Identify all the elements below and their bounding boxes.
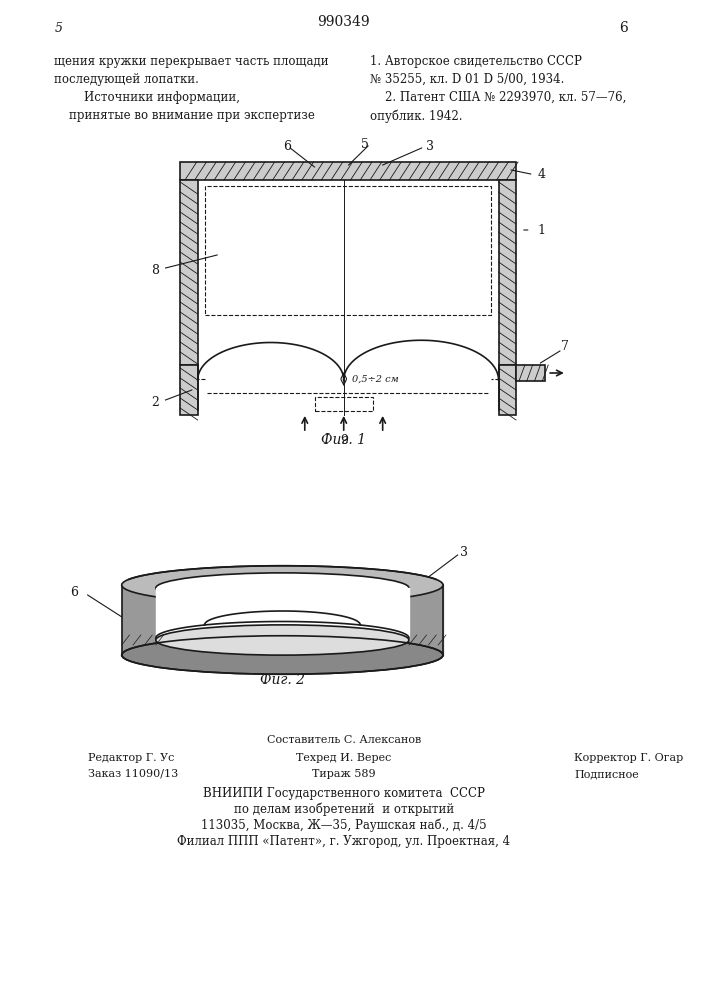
Ellipse shape [156, 625, 409, 655]
Text: 4: 4 [537, 167, 546, 180]
Text: Редактор Г. Ус: Редактор Г. Ус [88, 753, 174, 763]
Text: 0,5÷2 см: 0,5÷2 см [351, 374, 398, 383]
Ellipse shape [156, 573, 409, 603]
Text: Подписное: Подписное [575, 769, 639, 779]
Text: 2: 2 [151, 395, 158, 408]
Text: щения кружки перекрывает часть площади
последующей лопатки.
        Источники ин: щения кружки перекрывает часть площади п… [54, 55, 328, 122]
Bar [498, 365, 516, 415]
Bar [315, 397, 373, 411]
Text: 6: 6 [70, 585, 78, 598]
Bar [180, 365, 198, 415]
Text: 3÷20: 3÷20 [214, 610, 244, 620]
Text: 113035, Москва, Ж—35, Раушская наб., д. 4/5: 113035, Москва, Ж—35, Раушская наб., д. … [201, 819, 486, 832]
Text: 6: 6 [619, 21, 628, 35]
Text: Техред И. Верес: Техред И. Верес [296, 753, 392, 763]
Bar [498, 180, 516, 365]
Ellipse shape [122, 566, 443, 604]
Text: Фиг. 1: Фиг. 1 [321, 433, 366, 447]
Text: 9: 9 [340, 434, 348, 446]
Text: по делам изобретений  и открытий: по делам изобретений и открытий [233, 803, 454, 816]
Text: 7: 7 [561, 340, 568, 354]
Text: 3: 3 [460, 546, 467, 558]
Text: Тираж 589: Тираж 589 [312, 769, 375, 779]
Text: 3: 3 [426, 139, 435, 152]
Text: 1. Авторское свидетельство СССР
№ 35255, кл. D 01 D 5/00, 1934.
    2. Патент СШ: 1. Авторское свидетельство СССР № 35255,… [370, 55, 626, 123]
Text: 5: 5 [259, 644, 267, 656]
Text: Заказ 11090/13: Заказ 11090/13 [88, 769, 178, 779]
Bar [206, 186, 491, 315]
Text: 8: 8 [151, 263, 158, 276]
Bar [180, 162, 516, 180]
Text: 5: 5 [361, 137, 369, 150]
Text: Корректор Г. Огар: Корректор Г. Огар [575, 753, 684, 763]
Bar [516, 365, 545, 381]
Ellipse shape [122, 636, 443, 674]
Text: 5: 5 [54, 21, 62, 34]
Text: 6: 6 [284, 139, 291, 152]
Text: 1: 1 [537, 224, 546, 236]
Text: 990349: 990349 [317, 15, 370, 29]
Text: Фиг. 2: Фиг. 2 [260, 673, 305, 687]
Text: Филиал ППП «Патент», г. Ужгород, ул. Проектная, 4: Филиал ППП «Патент», г. Ужгород, ул. Про… [177, 835, 510, 848]
Text: Составитель С. Алексанов: Составитель С. Алексанов [267, 735, 421, 745]
Bar [180, 180, 198, 365]
Text: ВНИИПИ Государственного комитета  СССР: ВНИИПИ Государственного комитета СССР [203, 787, 485, 800]
